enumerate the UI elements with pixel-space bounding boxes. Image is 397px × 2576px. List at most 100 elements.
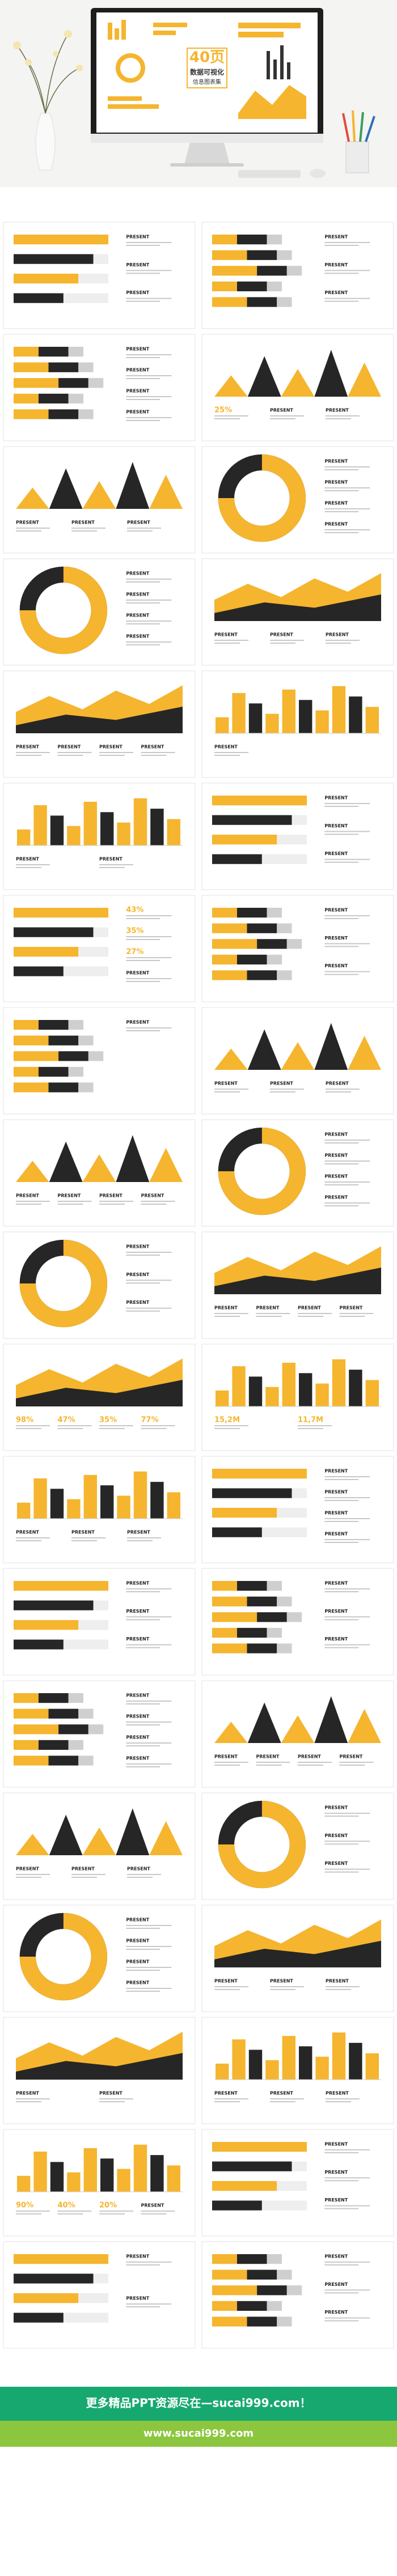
deco-track	[292, 815, 307, 825]
text-placeholder	[126, 978, 172, 979]
slide: PRESENT PRESENT PRESENT PRESENT	[201, 446, 394, 554]
url-bar	[0, 2421, 397, 2447]
slide-heading: PRESENT	[324, 823, 348, 828]
deco-seg	[212, 2254, 237, 2264]
slide-heading: PRESENT	[324, 1195, 348, 1200]
slide-frame	[201, 2017, 394, 2124]
text-placeholder	[141, 1204, 167, 1205]
slide: PRESENT	[201, 670, 394, 778]
desk-items	[238, 110, 375, 178]
text-placeholder	[298, 1313, 332, 1314]
monitor: 40页 数据可视化 信息图表集	[91, 8, 323, 167]
slide-heading: PRESENT	[126, 1735, 149, 1740]
text-placeholder	[126, 396, 172, 397]
deco-peak	[281, 369, 315, 397]
slide-heading: PRESENT	[126, 347, 149, 352]
text-placeholder	[126, 1252, 172, 1253]
text-placeholder	[326, 1989, 351, 1990]
text-placeholder	[214, 1989, 240, 1990]
deco-bar	[299, 700, 312, 733]
deco-seg	[286, 1612, 302, 1622]
deco-bar	[265, 2060, 279, 2080]
text-placeholder	[141, 1425, 175, 1426]
text-placeholder	[16, 1877, 41, 1878]
deco-seg	[277, 1643, 292, 1653]
deco-seg	[212, 2316, 247, 2327]
slide: PRESENT PRESENT PRESENT PRESENT	[3, 670, 196, 778]
text-placeholder	[126, 960, 161, 961]
text-placeholder	[57, 1201, 92, 1202]
text-placeholder	[16, 2213, 41, 2214]
slide-heading: PRESENT	[214, 1306, 238, 1311]
deco-seg	[247, 970, 277, 980]
text-placeholder	[127, 1877, 153, 1878]
deco-bar	[100, 2158, 114, 2192]
text-placeholder	[126, 1742, 172, 1744]
slide-heading: PRESENT	[16, 520, 39, 525]
text-placeholder	[126, 300, 161, 302]
slide-heading: PRESENT	[324, 1833, 348, 1838]
text-placeholder	[324, 508, 370, 509]
text-placeholder	[324, 2205, 370, 2207]
deco-track	[292, 2161, 307, 2171]
deco-bar	[365, 1380, 379, 1406]
text-placeholder	[16, 530, 41, 532]
text-placeholder	[324, 803, 370, 804]
text-placeholder	[324, 1521, 359, 1522]
slide-heading: PRESENT	[324, 1609, 348, 1614]
deco-seg	[277, 923, 292, 933]
slide-heading: PRESENT	[16, 1193, 39, 1198]
text-placeholder	[71, 1537, 105, 1538]
deco-arc	[218, 454, 306, 542]
text-placeholder	[141, 752, 175, 753]
text-placeholder	[127, 1874, 161, 1875]
text-placeholder	[126, 273, 161, 274]
text-placeholder	[126, 399, 161, 400]
deco-bar	[212, 2181, 277, 2191]
text-placeholder	[324, 1181, 370, 1183]
deco-seg	[88, 1051, 104, 1061]
slide-heading: PRESENT	[141, 2203, 164, 2208]
slide: PRESENT PRESENT PRESENT PRESENT	[201, 1119, 394, 1227]
text-placeholder	[270, 415, 304, 416]
deco-bar	[117, 822, 130, 845]
deco-seg	[277, 970, 292, 980]
text-placeholder	[126, 2262, 172, 2263]
text-placeholder	[126, 644, 161, 645]
deco-peak	[214, 1048, 248, 1070]
text-placeholder	[324, 270, 370, 271]
deco-seg	[286, 939, 302, 949]
text-placeholder	[141, 2213, 167, 2214]
text-placeholder	[270, 2101, 295, 2102]
text-placeholder	[324, 1816, 359, 1817]
text-placeholder	[126, 1619, 161, 1621]
text-placeholder	[16, 1874, 50, 1875]
deco-track	[78, 2293, 108, 2303]
text-placeholder	[99, 2211, 133, 2212]
deco-bar	[167, 819, 180, 845]
text-placeholder	[324, 1140, 370, 1141]
text-placeholder	[324, 1161, 370, 1162]
slide: PRESENT PRESENT PRESENT PRESENT	[201, 1456, 394, 1563]
deco-track	[78, 1620, 108, 1630]
deco-seg	[267, 2254, 282, 2264]
slide: PRESENT PRESENT	[3, 783, 196, 890]
deco-bar	[14, 235, 108, 245]
slide-heading: PRESENT	[126, 1756, 149, 1761]
text-placeholder	[141, 1428, 167, 1429]
slide-heading: PRESENT	[256, 1754, 280, 1759]
deco-seg	[267, 908, 282, 918]
deco-peak	[49, 468, 83, 509]
deco-track	[63, 1639, 108, 1650]
deco-track	[63, 966, 108, 976]
slide-heading: PRESENT	[324, 1511, 348, 1516]
deco-peak	[116, 1808, 150, 1855]
text-placeholder	[324, 2289, 370, 2291]
deco-bar	[212, 2200, 262, 2211]
deco-arc	[19, 1239, 108, 1328]
slide-heading: PRESENT	[324, 1132, 348, 1137]
slide-heading: PRESENT	[214, 1754, 238, 1759]
deco-seg	[267, 1627, 282, 1638]
text-placeholder	[126, 581, 161, 583]
